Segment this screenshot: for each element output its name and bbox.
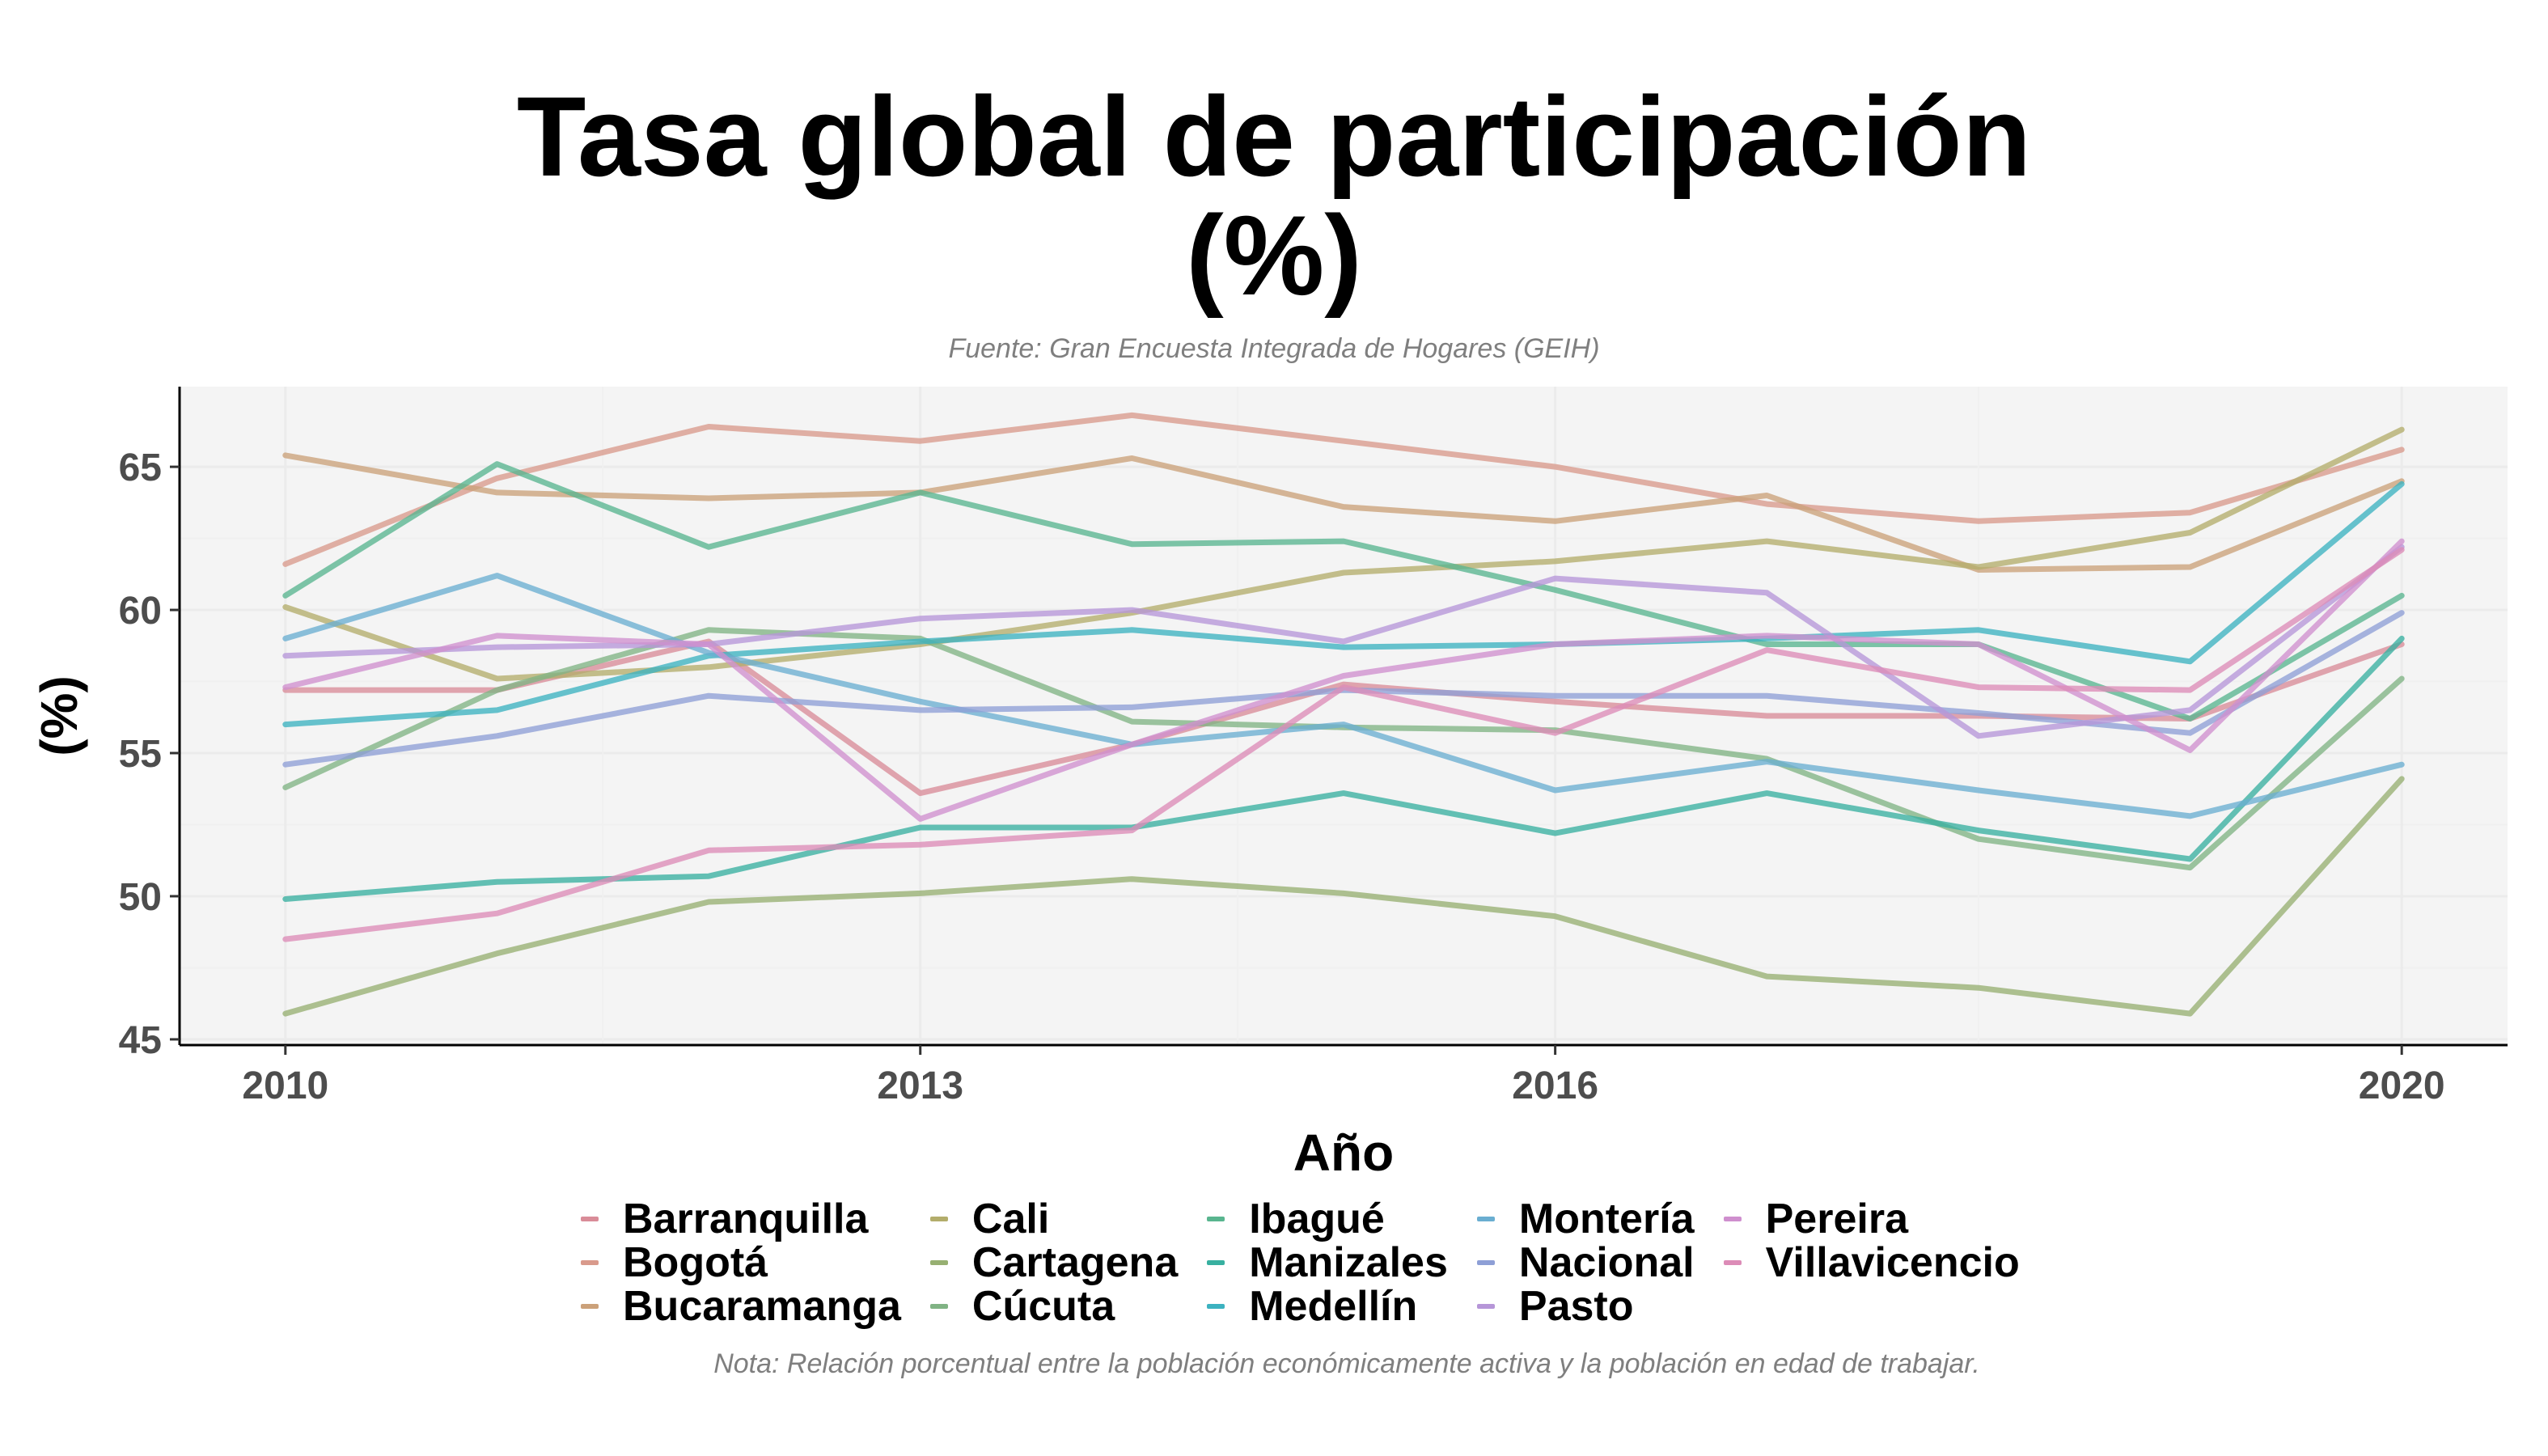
series-line (282, 480, 2405, 728)
chart-title-line2: (%) (1186, 192, 1362, 319)
x-tick-label: 2020 (2359, 1064, 2445, 1107)
y-tick-label: 60 (119, 590, 162, 633)
legend-swatch (1476, 1217, 1495, 1221)
legend-swatch (929, 1304, 948, 1309)
legend-swatch (929, 1217, 948, 1221)
legend-item: Cúcuta (929, 1283, 1178, 1330)
legend-item: Medellín (1207, 1283, 1448, 1330)
legend-item: Cartagena (929, 1239, 1179, 1286)
legend-label: Nacional (1518, 1239, 1695, 1286)
chart-subtitle: Fuente: Gran Encuesta Integrada de Hogar… (948, 333, 1600, 364)
legend-label: Manizales (1249, 1239, 1448, 1286)
x-tick-label: 2010 (242, 1064, 328, 1107)
legend-item: Bogotá (581, 1239, 901, 1286)
legend-swatch (581, 1260, 599, 1265)
legend-item: Cali (929, 1196, 1178, 1242)
legend-item: Villavicencio (1723, 1239, 2020, 1286)
series-line (282, 461, 2405, 722)
chart-title-line1: Tasa global de participación (516, 73, 2032, 200)
legend-label: Pasto (1518, 1283, 1634, 1330)
legend-item: Montería (1476, 1196, 1695, 1242)
legend-column: Cali Cartagena Cúcuta (929, 1196, 1179, 1330)
legend-item: Bucaramanga (581, 1283, 901, 1330)
legend-label: Barranquilla (623, 1196, 869, 1242)
legend-item: Ibagué (1207, 1196, 1448, 1242)
series-line (282, 635, 2405, 902)
series-line (282, 412, 2405, 567)
legend-item: Manizales (1207, 1239, 1448, 1286)
legend-column: Ibagué Manizales Medellín (1207, 1196, 1448, 1330)
legend-label: Ibagué (1249, 1196, 1385, 1242)
y-tick-label: 65 (119, 447, 162, 489)
legend-label: Medellín (1249, 1283, 1418, 1330)
legend-swatch (1723, 1260, 1742, 1265)
legend-label: Bucaramanga (623, 1283, 901, 1330)
legend-item: Pasto (1476, 1283, 1695, 1330)
legend-swatch (1207, 1260, 1225, 1265)
legend-swatch (1207, 1304, 1225, 1309)
y-tick-label: 45 (119, 1019, 162, 1062)
series-line (282, 538, 2405, 822)
legend-label: Villavicencio (1765, 1239, 2020, 1286)
legend-swatch (1207, 1217, 1225, 1221)
legend-item: Pereira (1723, 1196, 2020, 1242)
series-lines (282, 412, 2405, 1017)
legend-swatch (581, 1217, 599, 1221)
legend-column: Barranquilla Bogotá Bucaramanga (581, 1196, 901, 1330)
legend-label: Cali (971, 1196, 1050, 1242)
chart-legend: Barranquilla Bogotá Bucaramanga Cali Cartage… (581, 1196, 2020, 1330)
legend-item: Barranquilla (581, 1196, 901, 1242)
x-axis-title: Año (1293, 1124, 1394, 1182)
series-line (282, 547, 2405, 942)
legend-swatch (1476, 1304, 1495, 1309)
legend-column: Montería Nacional Pasto (1476, 1196, 1695, 1330)
legend-swatch (1476, 1260, 1495, 1265)
chart-title: Tasa global de participación (%) (0, 77, 2548, 315)
y-axis-title: (%) (30, 675, 88, 756)
x-tick-label: 2016 (1512, 1064, 1598, 1107)
y-tick-label: 50 (119, 876, 162, 919)
legend-swatch (1723, 1217, 1742, 1221)
legend-label: Pereira (1765, 1196, 1908, 1242)
series-line (282, 452, 2405, 573)
chart-note: Nota: Relación porcentual entre la pobla… (713, 1348, 1980, 1379)
legend-item: Nacional (1476, 1239, 1695, 1286)
legend-swatch (929, 1260, 948, 1265)
legend-label: Cartagena (971, 1239, 1179, 1286)
series-line (282, 573, 2405, 819)
x-tick-label: 2013 (877, 1064, 963, 1107)
legend-column: Pereira Villavicencio (1723, 1196, 2020, 1328)
legend-label: Montería (1518, 1196, 1695, 1242)
legend-swatch (581, 1304, 599, 1309)
legend-label: Bogotá (623, 1239, 768, 1286)
series-line (282, 544, 2405, 739)
legend-label: Cúcuta (971, 1283, 1115, 1330)
series-line (282, 776, 2405, 1017)
axis-ticks: 45 50 55 60 65 2010 2013 2016 2020 (119, 447, 2445, 1107)
y-tick-label: 55 (119, 733, 162, 776)
